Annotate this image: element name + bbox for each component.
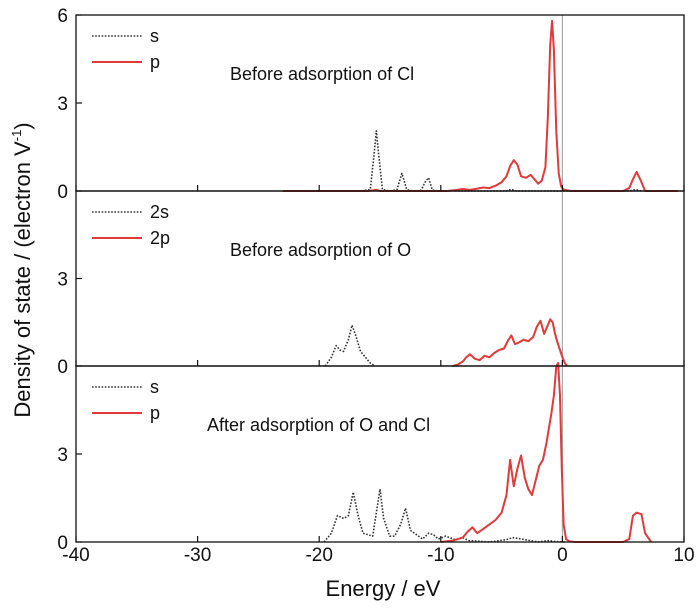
series-line-2p (452, 318, 569, 367)
x-tick-label: -10 (427, 545, 454, 566)
y-axis-title-close: ) (10, 122, 35, 129)
y-axis-title: Density of state / (electron V-1) (9, 122, 35, 417)
y-tick-label: 3 (57, 94, 68, 115)
y-axis-title-main: Density of state / (electron V (10, 141, 35, 418)
x-tick-label: -30 (184, 545, 211, 566)
legend-label-2s: 2s (150, 202, 169, 222)
legend-label-s: s (150, 26, 159, 46)
y-tick-label: 6 (57, 6, 68, 27)
panel-frame (75, 365, 685, 543)
x-axis-title: Energy / eV (326, 576, 441, 601)
x-tick-label: 10 (673, 545, 694, 566)
panel-annotation: Before adsorption of Cl (230, 64, 414, 84)
x-tick-label: 0 (557, 545, 568, 566)
legend-label-s: s (150, 377, 159, 397)
panel-annotation: Before adsorption of O (230, 240, 411, 260)
y-tick-label: 3 (57, 270, 68, 291)
panel-3: 0 3 sp After adsorption of O and Cl (57, 362, 685, 554)
panel-1: 0 3 6 sp Before adsorption of Cl (57, 6, 685, 203)
x-tick-labels: -40 -30 -20 -10 0 10 (62, 545, 694, 566)
series-line-p (282, 19, 678, 192)
y-tick-label: 0 (57, 357, 68, 378)
x-tick-label: -40 (62, 545, 89, 566)
panel-2: 0 3 2s 2p Before adsorption of O (57, 190, 685, 378)
legend-label-p: p (150, 403, 160, 423)
series-line-s (323, 488, 565, 543)
legend-label-p: p (150, 52, 160, 72)
series-line-p (440, 362, 652, 543)
panel-annotation: After adsorption of O and Cl (207, 415, 430, 435)
x-tick-label: -20 (305, 545, 332, 566)
y-tick-label: 0 (57, 182, 68, 203)
y-axis-title-sup: -1 (9, 130, 24, 142)
legend-label-2p: 2p (150, 228, 170, 248)
panel-frame (75, 14, 685, 192)
y-tick-label: 3 (57, 445, 68, 466)
series-line-2s (324, 324, 376, 367)
y-tick-label: 0 (57, 533, 68, 554)
